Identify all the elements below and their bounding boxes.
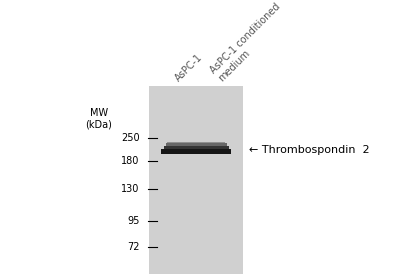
Text: 180: 180 bbox=[121, 156, 140, 166]
FancyBboxPatch shape bbox=[150, 86, 243, 274]
Text: MW
(kDa): MW (kDa) bbox=[85, 108, 112, 130]
Text: 250: 250 bbox=[121, 133, 140, 143]
Text: AsPC-1: AsPC-1 bbox=[174, 53, 205, 84]
Text: AsPC-1 conditioned
medium: AsPC-1 conditioned medium bbox=[208, 2, 290, 84]
Bar bbox=[164, 146, 229, 150]
Bar bbox=[166, 143, 227, 146]
Text: ← Thrombospondin  2: ← Thrombospondin 2 bbox=[249, 145, 370, 155]
Bar bbox=[167, 142, 225, 143]
Text: 72: 72 bbox=[127, 242, 140, 252]
Bar bbox=[161, 150, 231, 154]
Text: 130: 130 bbox=[121, 184, 140, 194]
Text: 95: 95 bbox=[127, 216, 140, 226]
